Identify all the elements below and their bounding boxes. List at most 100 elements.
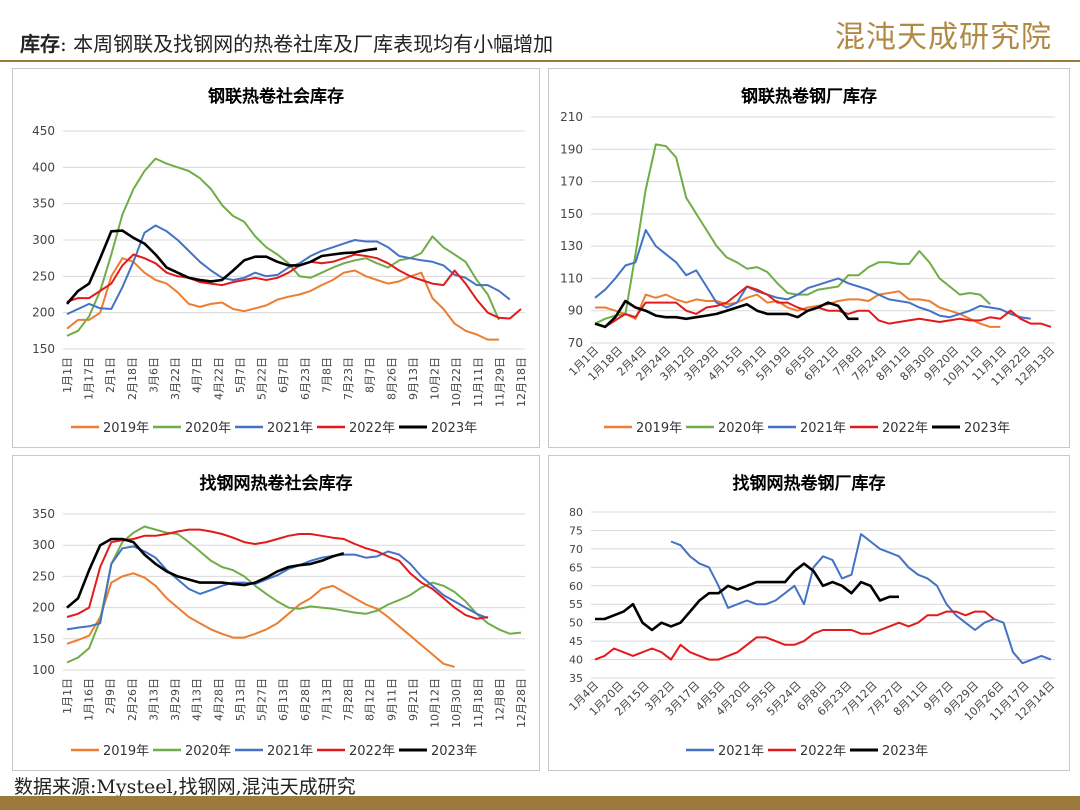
- x-tick-label: 11月18日: [472, 678, 485, 728]
- series-line-2023: [595, 562, 899, 632]
- y-tick-label: 55: [569, 598, 583, 611]
- x-tick-label: 10月12日: [429, 678, 442, 728]
- x-tick-label: 3月22日: [169, 357, 182, 400]
- series-line-2019: [595, 290, 1001, 328]
- y-tick-label: 130: [560, 239, 583, 253]
- x-tick-label: 11月29日: [493, 357, 506, 407]
- y-tick-label: 150: [560, 207, 583, 221]
- x-tick-label: 2月1日: [104, 357, 117, 393]
- x-tick-label: 9月21日: [407, 678, 420, 721]
- legend-label-2023: 2023年: [964, 421, 1010, 436]
- x-tick-label: 3月29日: [169, 678, 182, 721]
- x-tick-label: 5月13日: [234, 678, 247, 721]
- y-tick-label: 210: [560, 110, 583, 124]
- series-line-2022: [66, 528, 488, 620]
- legend-label-2023: 2023年: [882, 744, 928, 759]
- x-tick-label: 8月12日: [364, 678, 377, 721]
- header: 库存: 本周钢联及找钢网的热卷社库及厂库表现均有小幅增加 混沌天成研究院: [0, 0, 1080, 62]
- legend-label-2023: 2023年: [431, 421, 477, 436]
- series-line-2023: [594, 299, 859, 329]
- y-tick-label: 150: [32, 342, 55, 356]
- y-tick-label: 170: [560, 175, 583, 189]
- x-tick-label: 6月13日: [277, 678, 290, 721]
- chart-panel-2: 钢联热卷钢厂库存 70 90 110 130 150 170 190 210 1月1日 1月18日 2…: [548, 68, 1070, 448]
- header-divider: [0, 60, 1080, 62]
- chart-gl-mill: 钢联热卷钢厂库存70901101301501701902101月1日1月18日2…: [560, 86, 1057, 436]
- y-tick-label: 70: [568, 336, 583, 350]
- x-tick-label: 12月8日: [493, 678, 506, 721]
- brand-logo: 混沌天成研究院: [835, 20, 1052, 55]
- chart-title: 钢联热卷钢厂库存: [741, 86, 877, 107]
- y-tick-label: 300: [32, 538, 55, 552]
- series-line-2020: [594, 143, 991, 325]
- title-text: 本周钢联及找钢网的热卷社库及厂库表现均有小幅增加: [73, 32, 554, 56]
- legend-label-2023: 2023年: [431, 744, 477, 759]
- y-tick-label: 90: [568, 304, 583, 318]
- x-tick-label: 8月7日: [364, 357, 377, 393]
- x-tick-label: 3月6日: [147, 357, 160, 393]
- x-tick-label: 5月22日: [256, 357, 269, 400]
- x-tick-label: 3月13日: [147, 678, 160, 721]
- y-tick-label: 150: [32, 632, 55, 646]
- y-tick-label: 50: [569, 617, 583, 630]
- legend-label-2020: 2020年: [185, 744, 231, 759]
- y-tick-label: 80: [569, 506, 583, 519]
- x-tick-label: 7月8日: [320, 357, 333, 393]
- chart-title: 钢联热卷社会库存: [208, 86, 344, 107]
- legend-label-2021: 2021年: [267, 421, 313, 436]
- x-tick-label: 1月1日: [61, 357, 74, 393]
- y-tick-label: 70: [569, 543, 583, 556]
- legend-label-2022: 2022年: [882, 421, 928, 436]
- x-tick-label: 7月23日: [342, 357, 355, 400]
- x-tick-label: 4月7日: [191, 357, 204, 393]
- chart-panel-3: 找钢网热卷社会库存 100 150 200 250 300 350 1月1日 1月16日 2月9日…: [12, 455, 540, 771]
- x-tick-label: 11月11日: [472, 357, 485, 407]
- y-tick-label: 400: [32, 160, 55, 174]
- x-tick-label: 6月23日: [299, 357, 312, 400]
- x-tick-label: 5月7日: [234, 357, 247, 393]
- y-tick-label: 200: [32, 306, 55, 320]
- chart-panel-1: 钢联热卷社会库存 150 200 250 300 350 400 450 1月1日 1月17日 2月…: [12, 68, 540, 448]
- legend-label-2022: 2022年: [349, 744, 395, 759]
- x-tick-label: 7月28日: [342, 678, 355, 721]
- y-tick-label: 35: [569, 672, 583, 685]
- x-tick-label: 9月13日: [407, 357, 420, 400]
- x-tick-label: 2月18日: [126, 357, 139, 400]
- y-tick-label: 60: [569, 580, 583, 593]
- series-line-2019: [66, 257, 499, 341]
- y-tick-label: 350: [32, 197, 55, 211]
- y-tick-label: 110: [560, 271, 583, 285]
- x-tick-label: 6月7日: [277, 357, 290, 393]
- y-tick-label: 75: [569, 524, 583, 537]
- legend-label-2019: 2019年: [636, 421, 682, 436]
- footer-bar: [0, 796, 1080, 810]
- y-tick-label: 40: [569, 654, 583, 667]
- x-tick-label: 8月26日: [385, 357, 398, 400]
- x-tick-label: 1月1日: [61, 678, 74, 714]
- y-tick-label: 300: [32, 233, 55, 247]
- x-tick-label: 4月22日: [212, 357, 225, 400]
- y-tick-label: 450: [32, 124, 55, 138]
- series-line-2022: [66, 253, 522, 320]
- title-separator: :: [60, 32, 67, 56]
- y-tick-label: 190: [560, 142, 583, 156]
- series-line-2022: [594, 610, 995, 661]
- legend-label-2021: 2021年: [267, 744, 313, 759]
- series-line-2020: [66, 525, 522, 664]
- y-tick-label: 250: [32, 269, 55, 283]
- series-line-2021: [66, 545, 489, 631]
- series-line-2021: [670, 533, 1052, 665]
- series-line-2023: [66, 537, 345, 609]
- source-note: 数据来源:Mysteel,找钢网,混沌天成研究: [14, 776, 356, 798]
- x-tick-label: 4月13日: [191, 678, 204, 721]
- chart-title: 找钢网热卷社会库存: [200, 473, 353, 494]
- x-tick-label: 1月16日: [83, 678, 96, 721]
- series-line-2023: [66, 229, 378, 305]
- x-tick-label: 5月27日: [256, 678, 269, 721]
- chart-gl-social: 钢联热卷社会库存 150 200 250 300 350 400 450 1月1日 1月17日 2月…: [32, 86, 528, 436]
- legend-label-2022: 2022年: [349, 421, 395, 436]
- x-tick-label: 7月13日: [320, 678, 333, 721]
- x-tick-label: 4月28日: [212, 678, 225, 721]
- x-tick-label: 10月2日: [429, 357, 442, 400]
- y-tick-label: 45: [569, 635, 583, 648]
